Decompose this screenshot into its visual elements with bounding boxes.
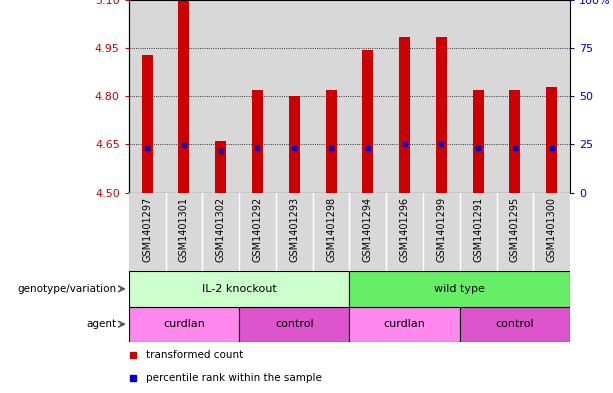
Bar [349,271,570,307]
Text: GSM1401292: GSM1401292 [253,196,262,262]
Bar [386,193,423,271]
Text: GSM1401294: GSM1401294 [363,196,373,262]
Bar [436,37,447,193]
Bar [129,0,166,193]
Bar [497,193,533,271]
Bar [166,193,202,271]
Bar [460,193,497,271]
Bar [349,0,386,193]
Bar [326,90,337,193]
Bar [546,86,557,193]
Text: GSM1401301: GSM1401301 [179,196,189,261]
Bar [386,0,423,193]
Bar [239,193,276,271]
Bar [239,307,349,342]
Text: percentile rank within the sample: percentile rank within the sample [147,373,322,383]
Text: GSM1401297: GSM1401297 [142,196,152,262]
Bar [349,193,386,271]
Bar [423,193,460,271]
Bar [423,0,460,193]
Bar [276,0,313,193]
Bar [460,0,497,193]
Bar [533,0,570,193]
Text: genotype/variation: genotype/variation [17,284,116,294]
Text: GSM1401299: GSM1401299 [436,196,446,262]
Bar [473,90,484,193]
Text: GSM1401295: GSM1401295 [510,196,520,262]
Text: control: control [495,319,535,329]
Bar [129,307,239,342]
Text: GSM1401300: GSM1401300 [547,196,557,261]
Bar [460,307,570,342]
Bar [276,193,313,271]
Text: curdlan: curdlan [163,319,205,329]
Bar [399,37,410,193]
Text: GSM1401291: GSM1401291 [473,196,483,262]
Bar [313,193,349,271]
Text: wild type: wild type [435,284,485,294]
Text: GSM1401296: GSM1401296 [400,196,409,262]
Bar [142,55,153,193]
Bar [215,141,226,193]
Text: IL-2 knockout: IL-2 knockout [202,284,276,294]
Bar [239,0,276,193]
Text: GSM1401293: GSM1401293 [289,196,299,262]
Text: GSM1401298: GSM1401298 [326,196,336,262]
Bar [129,271,349,307]
Text: curdlan: curdlan [384,319,425,329]
Bar [509,90,520,193]
Bar [178,0,189,193]
Bar [497,0,533,193]
Bar [166,0,202,193]
Text: transformed count: transformed count [147,350,243,360]
Text: control: control [275,319,314,329]
Text: agent: agent [86,319,116,329]
Bar [202,193,239,271]
Bar [313,0,349,193]
Bar [289,96,300,193]
Text: GSM1401302: GSM1401302 [216,196,226,262]
Bar [129,193,166,271]
Bar [252,90,263,193]
Bar [362,50,373,193]
Bar [349,307,460,342]
Bar [533,193,570,271]
Bar [202,0,239,193]
